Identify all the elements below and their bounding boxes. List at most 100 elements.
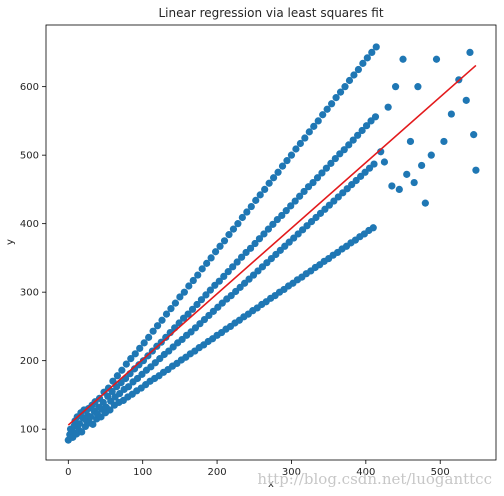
data-point [89,420,97,428]
x-tick-label: 200 [208,467,227,478]
data-point [466,48,474,57]
data-point [162,333,170,341]
data-point [274,168,282,176]
data-point [131,350,139,358]
data-point [341,83,349,91]
data-point [184,310,192,318]
data-point [372,43,380,51]
data-point [252,196,260,204]
y-tick-label: 600 [20,82,39,93]
data-point [243,208,251,216]
data-point [470,131,478,139]
data-point [198,265,206,273]
data-point [447,110,455,118]
data-point [113,372,121,380]
data-point [124,383,133,391]
y-axis: 100 200 300 400 500 600 [20,82,46,436]
data-point [78,428,86,436]
data-point [300,187,308,196]
data-point [287,202,295,210]
data-point [233,258,241,266]
data-point [162,310,171,318]
data-point [283,157,291,165]
watermark: http://blog.csdn.net/luoganttcc [257,470,492,488]
data-point [220,272,228,281]
data-point [421,199,429,207]
data-point [75,420,84,428]
x-tick-label: 300 [282,467,301,478]
data-point [358,126,366,135]
data-point [256,191,264,199]
data-point [171,299,180,307]
data-point [278,162,287,170]
axes-background [46,25,496,460]
data-point [327,159,335,167]
data-point [269,220,277,228]
data-point [211,248,220,256]
data-point [328,100,336,108]
data-point [362,122,371,130]
data-point [203,259,211,267]
data-point [310,122,318,130]
data-point [380,158,389,166]
data-point [340,146,348,154]
data-point [108,387,116,396]
data-point [153,322,162,330]
x-tick-label: 400 [356,467,375,478]
data-point [318,169,326,177]
data-point [220,237,229,245]
data-point [332,94,340,102]
data-point [282,207,290,215]
data-point [207,254,215,262]
data-point [106,406,114,414]
data-point [246,244,255,252]
x-axis-label: x [268,479,274,490]
data-point [399,55,407,63]
x-tick-label: 500 [431,467,450,478]
data-point [345,141,353,149]
data-point [406,137,415,146]
data-point [270,174,278,182]
data-point [309,178,317,187]
data-point [167,305,175,313]
data-point [388,182,396,190]
data-point [158,316,166,324]
data-point [370,160,378,168]
data-point [176,293,184,301]
axes-frame [45,24,497,461]
data-point [265,179,273,187]
data-point [136,344,144,352]
data-point [363,54,371,62]
data-point [462,96,470,104]
data-point [305,128,313,136]
data-point [215,277,223,285]
data-point [432,55,441,63]
data-point [331,154,339,163]
data-point [145,333,153,341]
data-point [301,134,309,142]
data-point [359,59,367,67]
data-point [247,202,255,211]
y-axis-label: y [5,239,16,245]
data-point [296,192,304,200]
data-point [216,242,224,250]
data-point [291,197,299,205]
data-point [261,185,269,194]
data-point [87,413,95,421]
data-point [345,76,354,85]
data-point [149,327,157,335]
data-point [368,48,376,57]
y-tick-label: 500 [20,151,39,162]
chart-title: Linear regression via least squares fit [158,6,383,20]
data-point [418,161,426,170]
data-point [234,220,242,228]
data-point [403,170,411,178]
data-point [336,88,345,96]
data-point [140,339,148,347]
data-point [206,286,214,294]
y-tick-label: 200 [20,356,39,367]
data-point [188,305,197,313]
data-point [194,271,202,279]
data-point [251,239,259,248]
